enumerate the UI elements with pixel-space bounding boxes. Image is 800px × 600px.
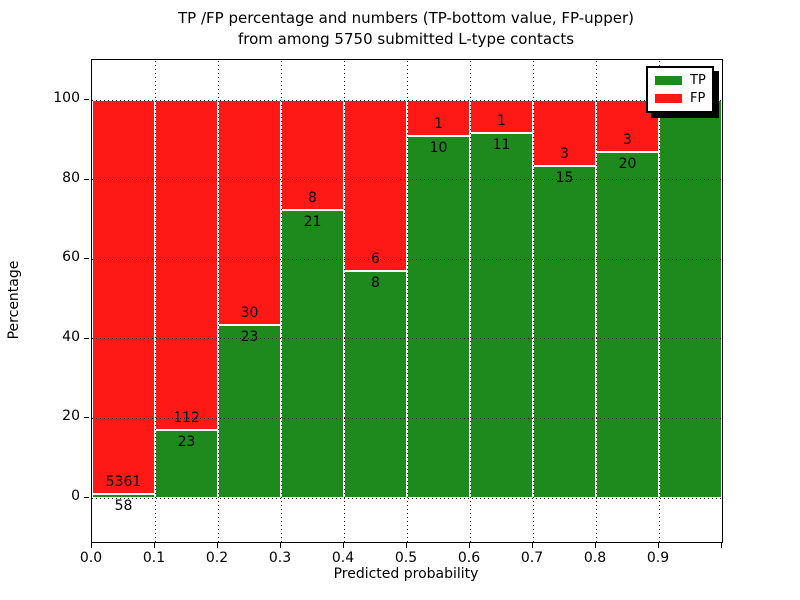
tp-count-label: 20 <box>618 155 637 172</box>
tp-color-swatch <box>655 76 682 85</box>
tp-count-label: 11 <box>492 137 511 154</box>
x-tick-label: 0.7 <box>520 550 544 566</box>
tp-count-label: 23 <box>240 329 259 346</box>
bar-segment-tp-8 <box>596 151 659 498</box>
x-tick <box>343 543 344 548</box>
legend-item-tp: TP <box>655 73 706 88</box>
fp-color-swatch <box>655 94 682 103</box>
x-tick <box>280 543 281 548</box>
bar-segment-tp-7 <box>533 166 596 498</box>
legend: TP FP <box>646 66 714 113</box>
fp-count-label: 3 <box>560 146 569 163</box>
bar-segment-fp-4 <box>344 100 407 271</box>
y-tick <box>84 337 89 339</box>
y-tick-label: 80 <box>62 169 80 186</box>
v-gridline-7 <box>532 60 534 542</box>
x-tick <box>154 543 155 548</box>
fp-count-label: 8 <box>308 189 317 206</box>
v-gridline-8 <box>595 60 597 542</box>
fp-count-label: 5361 <box>105 473 142 490</box>
bar-segment-tp-3 <box>281 209 344 498</box>
x-tick-label: 0.6 <box>457 550 481 566</box>
x-tick <box>658 543 659 548</box>
x-tick-label: 0.3 <box>268 550 292 566</box>
x-tick-label: 0.8 <box>583 550 607 566</box>
x-tick <box>217 543 218 548</box>
v-gridline-4 <box>343 60 345 542</box>
v-gridline-1 <box>154 60 156 542</box>
legend-label-fp: FP <box>690 91 706 106</box>
fp-count-label: 1 <box>434 116 443 133</box>
x-tick-label: 0.0 <box>79 550 103 566</box>
y-tick-label: 20 <box>62 408 80 425</box>
v-gridline-3 <box>280 60 282 542</box>
tp-count-label: 23 <box>177 434 196 451</box>
bar-segment-tp-2 <box>218 325 281 498</box>
bar-segment-tp-4 <box>344 270 407 498</box>
tp-count-label: 10 <box>429 140 448 157</box>
legend-item-fp: FP <box>655 92 705 105</box>
tp-count-label: 15 <box>555 170 574 187</box>
fp-count-label: 6 <box>371 250 380 267</box>
chart-title-line1: TP /FP percentage and numbers (TP-bottom… <box>178 9 634 27</box>
x-tick-label: 0.9 <box>646 550 670 566</box>
x-tick-label: 0.2 <box>205 550 229 566</box>
bar-segment-fp-7 <box>533 100 596 167</box>
y-tick <box>84 258 89 260</box>
v-gridline-5 <box>406 60 408 542</box>
bar-segment-fp-1 <box>155 100 218 431</box>
v-gridline-2 <box>217 60 219 542</box>
x-tick <box>406 543 407 548</box>
y-tick-label: 100 <box>53 90 80 106</box>
v-gridline-9 <box>658 60 660 542</box>
fp-count-label: 3 <box>623 131 632 148</box>
x-tick <box>721 543 722 548</box>
y-tick <box>84 178 89 180</box>
plot-area: 5361581122330238216811011131532056 <box>91 59 723 543</box>
fp-count-label: 112 <box>173 410 200 427</box>
legend-label-tp: TP <box>690 73 706 88</box>
y-tick <box>84 497 89 498</box>
y-tick-label: 60 <box>62 249 80 266</box>
x-tick-label: 0.1 <box>142 550 166 566</box>
x-tick-label: 0.4 <box>331 550 355 566</box>
x-tick <box>532 543 533 548</box>
y-tick-label: 0 <box>71 488 80 504</box>
bar-segment-tp-5 <box>407 136 470 498</box>
bar-segment-fp-0 <box>92 100 155 494</box>
x-tick <box>91 543 92 548</box>
chart-title-line2: from among 5750 submitted L-type contact… <box>237 30 575 48</box>
fp-count-label: 30 <box>240 305 259 322</box>
bar-segment-tp-6 <box>470 133 533 498</box>
y-axis-label: Percentage <box>6 260 22 340</box>
y-tick <box>84 417 89 419</box>
x-tick-label: 0.5 <box>394 550 418 566</box>
bar-segment-fp-2 <box>218 100 281 326</box>
v-gridline-6 <box>469 60 471 542</box>
tp-count-label: 58 <box>114 497 133 514</box>
tp-count-label: 8 <box>371 274 380 291</box>
fp-count-label: 1 <box>497 113 506 130</box>
x-tick <box>595 543 596 548</box>
bar-segment-fp-3 <box>281 100 344 210</box>
y-tick <box>84 99 89 100</box>
x-axis-label: Predicted probability <box>333 566 479 582</box>
bar-segment-tp-9 <box>659 100 722 498</box>
y-tick-label: 40 <box>62 328 80 345</box>
tp-count-label: 21 <box>303 213 322 230</box>
chart-title: TP /FP percentage and numbers (TP-bottom… <box>91 8 721 50</box>
x-tick <box>469 543 470 548</box>
